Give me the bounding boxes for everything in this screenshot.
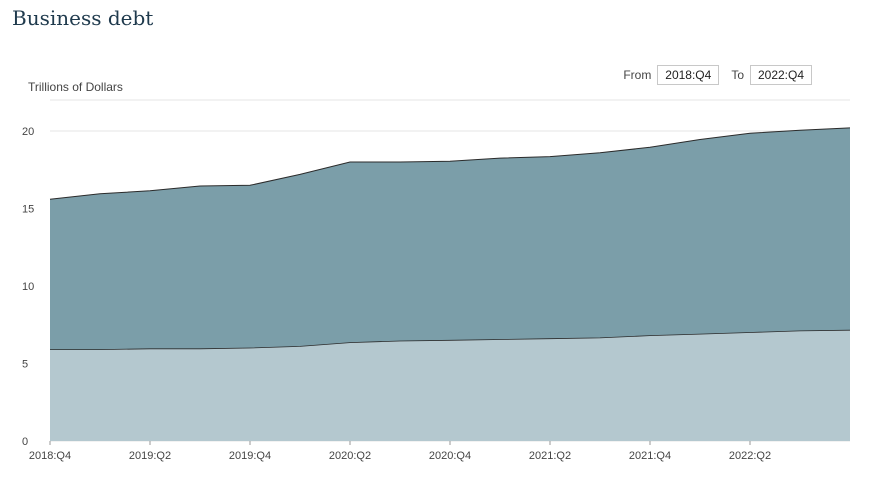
x-tick-label: 2022:Q2 xyxy=(729,450,771,462)
area-series xyxy=(49,127,851,442)
x-tick-label: 2019:Q4 xyxy=(229,450,271,462)
lower-series-line xyxy=(50,329,851,350)
to-label: To xyxy=(731,68,744,82)
y-tick-labels: 0 5 10 15 20 xyxy=(22,126,34,448)
x-tick-label: 2020:Q4 xyxy=(429,450,471,462)
from-label: From xyxy=(623,68,652,82)
y-tick-label: 10 xyxy=(22,281,34,293)
y-tick-label: 15 xyxy=(22,204,34,216)
lower-series-area xyxy=(50,330,850,441)
to-date-input[interactable] xyxy=(750,65,812,85)
x-tick-label: 2021:Q4 xyxy=(629,450,671,462)
y-tick-label: 5 xyxy=(22,359,28,371)
y-tick-label: 20 xyxy=(22,126,34,138)
from-date-input[interactable] xyxy=(657,65,720,85)
x-tick-labels: 2018:Q4 2019:Q2 2019:Q4 2020:Q2 2020:Q4 2021:… xyxy=(29,441,771,462)
x-tick-label: 2021:Q2 xyxy=(529,450,571,462)
page-title: Business debt xyxy=(12,6,154,30)
x-tick-label: 2020:Q2 xyxy=(329,450,371,462)
x-tick-label: 2018:Q4 xyxy=(29,450,71,462)
date-range-control: From To xyxy=(623,65,812,85)
x-tick-label: 2019:Q2 xyxy=(129,450,171,462)
y-axis-label: Trillions of Dollars xyxy=(28,80,123,94)
y-tick-label: 0 xyxy=(22,436,28,448)
upper-series-line xyxy=(49,127,851,200)
